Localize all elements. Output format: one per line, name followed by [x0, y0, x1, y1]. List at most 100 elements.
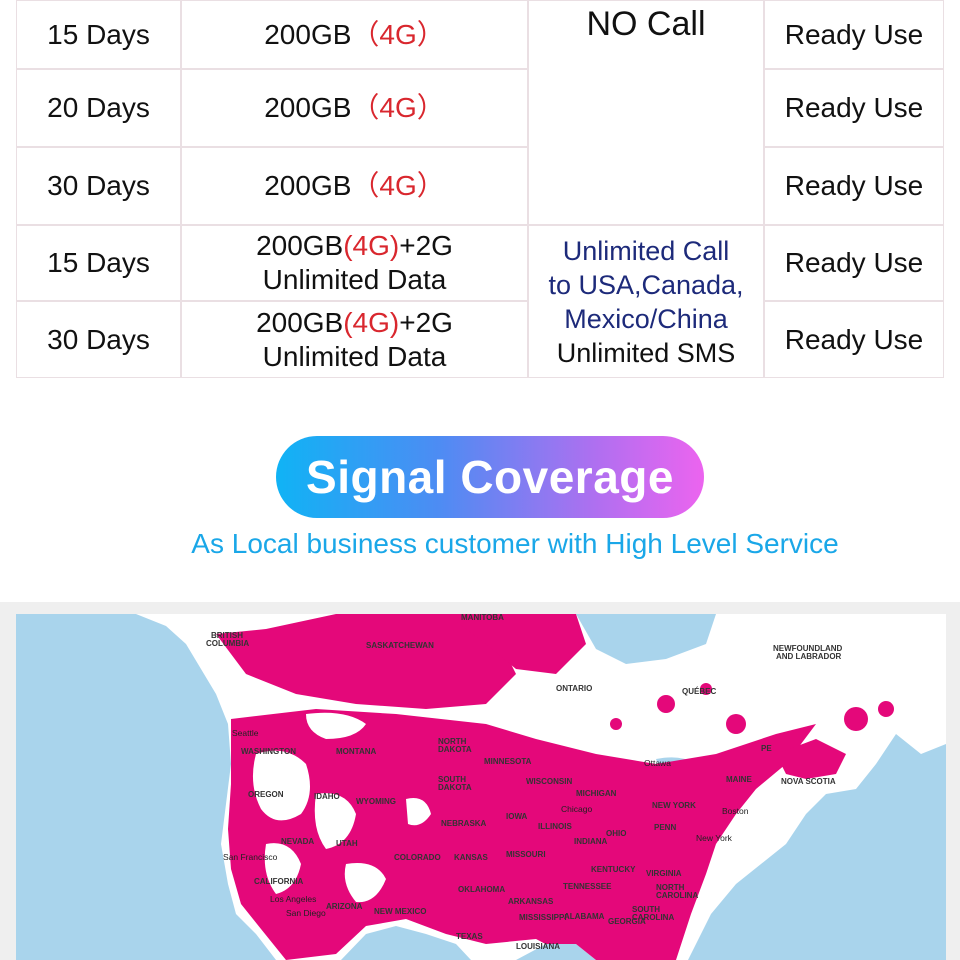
svg-text:SOUTH: SOUTH [632, 905, 660, 914]
signal-coverage-banner: Signal Coverage [276, 436, 704, 518]
svg-text:NORTH: NORTH [656, 883, 685, 892]
svg-text:IOWA: IOWA [506, 812, 528, 821]
svg-text:WISCONSIN: WISCONSIN [526, 777, 572, 786]
svg-text:ILLINOIS: ILLINOIS [538, 822, 572, 831]
data-cell: 200GB（4G） [181, 0, 528, 69]
section-subtitle: As Local business customer with High Lev… [191, 528, 839, 559]
svg-text:Seattle: Seattle [232, 728, 259, 738]
duration-text: 30 Days [47, 323, 150, 355]
call-text: NO Call [586, 5, 706, 43]
svg-text:ARKANSAS: ARKANSAS [508, 897, 554, 906]
hudson-bay [576, 614, 716, 664]
status-text: Ready Use [784, 170, 924, 201]
svg-text:Ottawa: Ottawa [644, 758, 671, 768]
status-text: Ready Use [784, 247, 924, 278]
svg-text:CAROLINA: CAROLINA [656, 891, 698, 900]
data-cell: 200GB(4G)+2G Unlimited Data [181, 225, 528, 301]
svg-text:GEORGIA: GEORGIA [608, 917, 646, 926]
status-cell: Ready Use [764, 301, 944, 378]
duration-cell: 30 Days [16, 301, 181, 378]
svg-text:ARIZONA: ARIZONA [326, 902, 363, 911]
svg-text:MONTANA: MONTANA [336, 747, 377, 756]
svg-text:MINNESOTA: MINNESOTA [484, 757, 532, 766]
data-cell: 200GB（4G） [181, 147, 528, 225]
svg-text:MICHIGAN: MICHIGAN [576, 789, 617, 798]
coverage-map-svg: MANITOBA BRITISH COLUMBIA SASKATCHEWAN O… [16, 614, 946, 960]
duration-text: 15 Days [47, 247, 150, 278]
duration-cell: 15 Days [16, 0, 181, 69]
svg-text:NEBRASKA: NEBRASKA [441, 819, 487, 828]
svg-text:San Diego: San Diego [286, 908, 326, 918]
svg-text:Los Angeles: Los Angeles [270, 894, 316, 904]
duration-text: 15 Days [47, 18, 150, 50]
svg-text:Boston: Boston [722, 806, 749, 816]
svg-text:NOVA SCOTIA: NOVA SCOTIA [781, 777, 836, 786]
duration-text: 20 Days [47, 92, 150, 123]
duration-cell: 30 Days [16, 147, 181, 225]
data-line1: 200GB(4G)+2G [256, 230, 453, 261]
sms-line: Unlimited SMS [556, 337, 736, 368]
data-line2: Unlimited Data [262, 340, 447, 372]
svg-text:KANSAS: KANSAS [454, 853, 488, 862]
svg-text:NEW MEXICO: NEW MEXICO [374, 907, 426, 916]
data-text: 200GB（4G） [264, 18, 445, 50]
svg-text:DAKOTA: DAKOTA [438, 745, 472, 754]
svg-text:WASHINGTON: WASHINGTON [241, 747, 296, 756]
svg-text:TEXAS: TEXAS [456, 932, 483, 941]
duration-text: 30 Days [47, 170, 150, 201]
svg-text:IDAHO: IDAHO [314, 792, 340, 801]
svg-text:ALABAMA: ALABAMA [564, 912, 605, 921]
call-line: Unlimited Call [562, 235, 730, 266]
plan-table: 15 Days 200GB（4G） Ready Use 20 Days 200G… [16, 0, 944, 378]
svg-text:New York: New York [696, 833, 733, 843]
svg-text:MISSOURI: MISSOURI [506, 850, 546, 859]
status-text: Ready Use [784, 323, 924, 355]
svg-text:NEVADA: NEVADA [281, 837, 314, 846]
data-text: 200GB（4G） [264, 170, 445, 201]
status-cell: Ready Use [764, 69, 944, 147]
status-cell: Ready Use [764, 147, 944, 225]
svg-text:MANITOBA: MANITOBA [461, 614, 504, 622]
map-region-labels: MANITOBA BRITISH COLUMBIA SASKATCHEWAN O… [206, 614, 843, 951]
section-title: Signal Coverage [306, 451, 674, 503]
duration-cell: 15 Days [16, 225, 181, 301]
data-line2: Unlimited Data [262, 264, 447, 295]
data-cell: 200GB(4G)+2G Unlimited Data [181, 301, 528, 378]
svg-text:NORTH: NORTH [438, 737, 467, 746]
map-city-labels: Seattle Ottawa Boston New York Chicago S… [223, 728, 749, 918]
svg-text:San Francisco: San Francisco [223, 852, 278, 862]
svg-text:SOUTH: SOUTH [438, 775, 466, 784]
call-line: Mexico/China [564, 303, 728, 334]
svg-text:NEW YORK: NEW YORK [652, 801, 696, 810]
svg-text:OREGON: OREGON [248, 790, 284, 799]
svg-text:AND LABRADOR: AND LABRADOR [776, 652, 842, 661]
status-cell: Ready Use [764, 0, 944, 69]
status-text: Ready Use [784, 18, 924, 50]
svg-text:VIRGINIA: VIRGINIA [646, 869, 682, 878]
svg-text:KENTUCKY: KENTUCKY [591, 865, 636, 874]
data-line1: 200GB(4G)+2G [256, 306, 453, 338]
svg-text:COLUMBIA: COLUMBIA [206, 639, 249, 648]
svg-text:QUÉBEC: QUÉBEC [682, 687, 716, 696]
duration-cell: 20 Days [16, 69, 181, 147]
coverage-gaps [252, 712, 431, 903]
svg-text:OHIO: OHIO [606, 829, 626, 838]
status-cell: Ready Use [764, 225, 944, 301]
svg-text:ONTARIO: ONTARIO [556, 684, 592, 693]
svg-text:CAROLINA: CAROLINA [632, 913, 674, 922]
svg-text:BRITISH: BRITISH [211, 631, 243, 640]
svg-text:WYOMING: WYOMING [356, 797, 396, 806]
data-cell: 200GB（4G） [181, 69, 528, 147]
coverage-area [216, 614, 894, 960]
svg-text:PENN: PENN [654, 823, 676, 832]
svg-text:NEWFOUNDLAND: NEWFOUNDLAND [773, 644, 843, 653]
svg-text:CALIFORNIA: CALIFORNIA [254, 877, 304, 886]
svg-text:COLORADO: COLORADO [394, 853, 441, 862]
svg-text:TENNESSEE: TENNESSEE [563, 882, 612, 891]
svg-text:Chicago: Chicago [561, 804, 592, 814]
status-text: Ready Use [784, 92, 924, 123]
call-line: to USA,Canada, [548, 269, 744, 300]
svg-text:DAKOTA: DAKOTA [438, 783, 472, 792]
svg-text:PE: PE [761, 744, 772, 753]
coverage-map: MANITOBA BRITISH COLUMBIA SASKATCHEWAN O… [16, 614, 946, 960]
